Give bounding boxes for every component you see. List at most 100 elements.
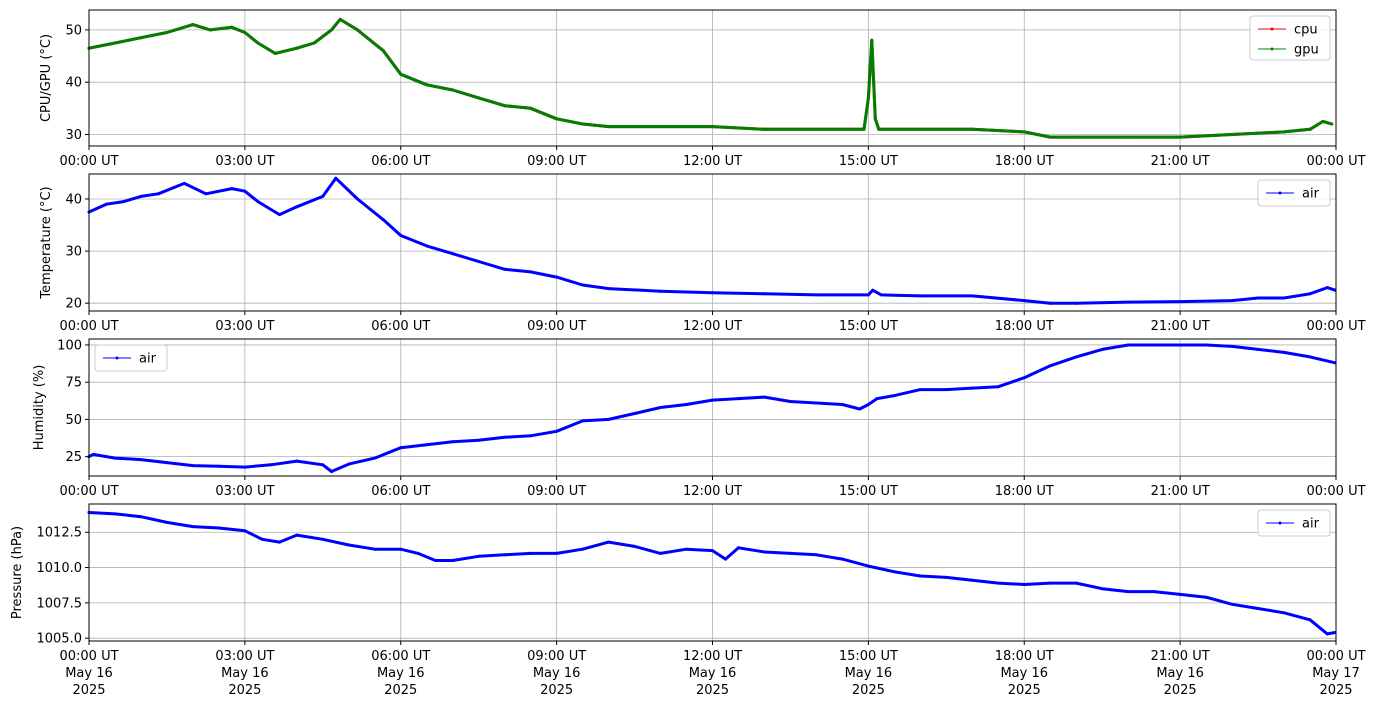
- data-point: [918, 294, 922, 298]
- data-point: [685, 403, 688, 406]
- x-tick-label: 06:00 UT: [371, 154, 430, 169]
- data-point: [156, 192, 160, 196]
- data-point: [659, 551, 662, 555]
- legend-marker-air: [1278, 191, 1282, 195]
- legend-label-air: air: [139, 352, 157, 367]
- data-point: [970, 578, 974, 582]
- panel-1: 00:00 UT 03:00 UT 06:00 UT 09:00 UT 12:00 UT…: [39, 9, 1366, 169]
- data-point: [1074, 581, 1078, 585]
- data-point: [659, 406, 662, 409]
- data-point: [503, 435, 507, 439]
- data-point: [996, 385, 1000, 389]
- data-point: [763, 550, 766, 554]
- x-tick-date: May 16: [65, 666, 113, 681]
- x-tick-label: 09:00 UT: [527, 649, 586, 664]
- x-tick-date: May 16: [689, 666, 737, 681]
- data-point: [1074, 135, 1078, 139]
- data-point: [711, 549, 714, 553]
- data-point: [970, 127, 974, 131]
- data-point: [892, 570, 896, 574]
- legend-marker-air: [115, 356, 119, 360]
- data-point: [737, 546, 740, 550]
- x-tick-label: 09:00 UT: [527, 319, 586, 334]
- x-tick-label: 21:00 UT: [1151, 319, 1210, 334]
- x-tick-label: 03:00 UT: [215, 154, 274, 169]
- data-point: [381, 218, 385, 222]
- data-point: [814, 293, 818, 297]
- data-point: [256, 41, 260, 45]
- y-tick-label: 100: [57, 338, 82, 353]
- data-point: [1230, 133, 1234, 136]
- data-point: [330, 28, 333, 32]
- data-point: [607, 287, 611, 291]
- x-tick-label: 12:00 UT: [683, 154, 742, 169]
- data-point: [1308, 355, 1312, 359]
- y-tick-label: 1005.0: [37, 632, 83, 647]
- data-point: [278, 540, 281, 544]
- data-point: [607, 417, 611, 421]
- x-tick-label: 21:00 UT: [1151, 154, 1210, 169]
- data-point: [814, 127, 818, 131]
- data-point: [451, 559, 455, 562]
- data-point: [1152, 343, 1156, 347]
- x-tick-year: 2025: [72, 683, 105, 698]
- x-tick-label: 06:00 UT: [371, 484, 430, 499]
- x-tick-date: May 16: [1000, 666, 1048, 681]
- data-point: [113, 512, 117, 516]
- data-point: [425, 443, 429, 447]
- data-point: [1178, 300, 1182, 304]
- data-point: [347, 543, 351, 547]
- data-point: [1325, 632, 1329, 636]
- data-point: [477, 554, 481, 558]
- data-point: [1256, 607, 1260, 610]
- legend-label-cpu: cpu: [1294, 23, 1318, 38]
- data-point: [633, 412, 637, 415]
- x-tick-label: 00:00 UT: [1306, 154, 1365, 169]
- data-point: [113, 456, 117, 460]
- data-point: [1126, 590, 1130, 594]
- data-point: [529, 551, 533, 555]
- data-point: [399, 547, 403, 551]
- data-point: [1308, 618, 1312, 622]
- data-point: [425, 83, 429, 87]
- y-tick-label: 40: [65, 76, 82, 91]
- data-point: [451, 88, 455, 92]
- data-point: [1048, 364, 1052, 368]
- data-point: [139, 458, 143, 462]
- y-tick-label: 50: [65, 413, 82, 428]
- legend: air: [94, 344, 168, 372]
- data-point: [122, 200, 126, 204]
- data-point: [1308, 292, 1312, 296]
- data-point: [1178, 592, 1182, 596]
- y-tick-label: 25: [65, 450, 82, 465]
- x-tick-date: May 16: [377, 666, 425, 681]
- data-point: [165, 520, 169, 524]
- x-tick-date: May 16: [1156, 666, 1204, 681]
- data-point: [1048, 135, 1052, 139]
- legend-label-air: air: [1302, 187, 1320, 202]
- data-point: [862, 127, 866, 131]
- data-point: [555, 551, 559, 555]
- data-point: [1048, 581, 1052, 585]
- legend-marker-cpu: [1270, 27, 1274, 31]
- data-point: [139, 515, 143, 519]
- y-tick-label: 30: [65, 128, 82, 143]
- data-point: [918, 127, 922, 131]
- data-point: [273, 51, 277, 55]
- data-point: [399, 446, 403, 450]
- x-tick-label: 15:00 UT: [839, 484, 898, 499]
- data-point: [892, 394, 896, 398]
- data-point: [356, 197, 359, 201]
- legend-label-gpu: gpu: [1294, 43, 1319, 58]
- data-point: [477, 260, 481, 263]
- data-point: [330, 470, 333, 473]
- data-point: [1022, 299, 1026, 303]
- data-point: [399, 234, 403, 237]
- data-point: [1074, 355, 1078, 359]
- x-tick-label: 06:00 UT: [371, 319, 430, 334]
- data-point: [1230, 299, 1234, 303]
- legend: air: [1257, 509, 1331, 537]
- x-tick-year: 2025: [384, 683, 417, 698]
- data-point: [581, 547, 585, 551]
- y-tick-label: 40: [65, 193, 82, 208]
